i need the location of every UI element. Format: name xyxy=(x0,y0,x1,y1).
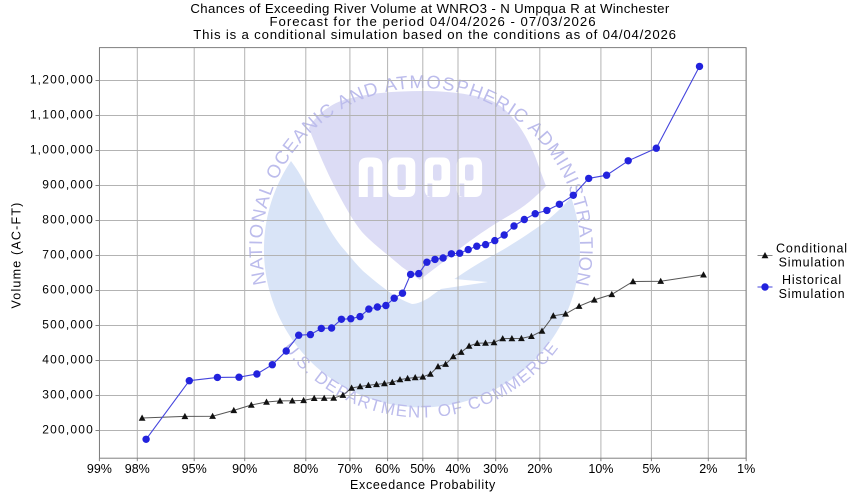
svg-text:1,200,000: 1,200,000 xyxy=(30,72,94,86)
svg-text:Simulation: Simulation xyxy=(779,256,846,270)
svg-text:90%: 90% xyxy=(232,462,257,476)
svg-text:2%: 2% xyxy=(699,462,717,476)
svg-text:500,000: 500,000 xyxy=(42,317,94,331)
svg-text:40%: 40% xyxy=(445,462,470,476)
svg-text:98%: 98% xyxy=(125,462,150,476)
svg-text:Conditional: Conditional xyxy=(776,242,848,256)
svg-text:Exceedance Probability: Exceedance Probability xyxy=(350,478,496,492)
svg-text:50%: 50% xyxy=(410,462,435,476)
svg-text:Historical: Historical xyxy=(782,273,842,287)
svg-text:70%: 70% xyxy=(337,462,362,476)
svg-text:95%: 95% xyxy=(182,462,207,476)
svg-text:Chances of Exceeding River Vol: Chances of Exceeding River Volume at WNR… xyxy=(190,1,669,16)
svg-text:900,000: 900,000 xyxy=(42,177,94,191)
svg-text:400,000: 400,000 xyxy=(42,352,94,366)
svg-text:Forecast for the period 04/04/: Forecast for the period 04/04/2026 - 07/… xyxy=(269,14,596,29)
svg-text:700,000: 700,000 xyxy=(42,247,94,261)
svg-text:Volume (AC-FT): Volume (AC-FT) xyxy=(10,201,24,308)
svg-text:80%: 80% xyxy=(293,462,318,476)
svg-text:600,000: 600,000 xyxy=(42,282,94,296)
svg-text:30%: 30% xyxy=(483,462,508,476)
svg-text:99%: 99% xyxy=(87,462,112,476)
svg-text:5%: 5% xyxy=(642,462,660,476)
svg-text:Simulation: Simulation xyxy=(779,287,846,301)
svg-text:This is a conditional simulati: This is a conditional simulation based o… xyxy=(193,27,677,42)
svg-text:1%: 1% xyxy=(737,462,755,476)
svg-text:20%: 20% xyxy=(527,462,552,476)
svg-text:60%: 60% xyxy=(375,462,400,476)
svg-text:1,000,000: 1,000,000 xyxy=(30,142,94,156)
svg-text:10%: 10% xyxy=(588,462,613,476)
svg-text:200,000: 200,000 xyxy=(42,422,94,436)
svg-text:800,000: 800,000 xyxy=(42,212,94,226)
svg-text:300,000: 300,000 xyxy=(42,387,94,401)
svg-text:1,100,000: 1,100,000 xyxy=(30,107,94,121)
